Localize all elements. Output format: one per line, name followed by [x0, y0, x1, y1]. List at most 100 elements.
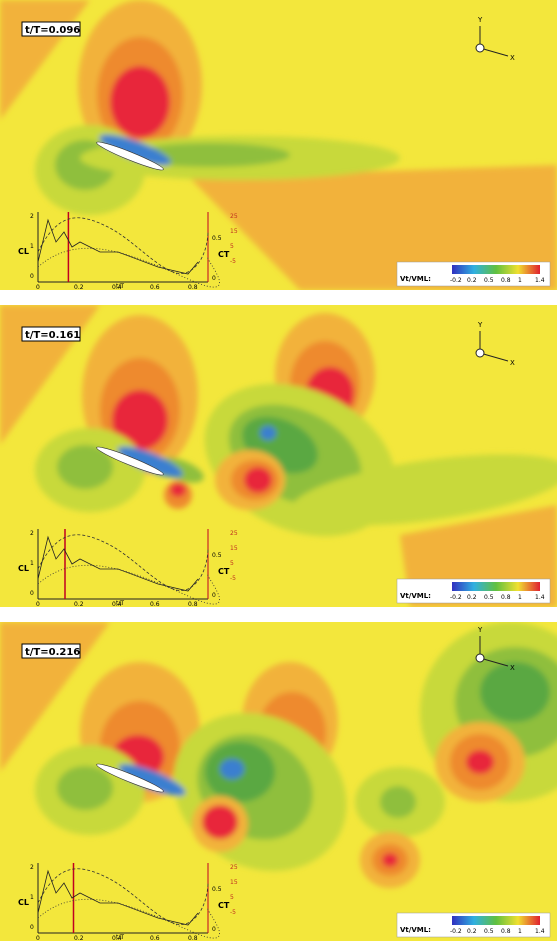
- contour: [202, 805, 238, 839]
- inset-tick: 0.8: [188, 935, 198, 941]
- inset-tick: 2: [30, 530, 34, 537]
- inset-tick: 0.8: [188, 284, 198, 290]
- inset-tick: -5: [230, 909, 236, 916]
- colorbar-tick: 0.2: [467, 277, 477, 284]
- inset-tick: 0.6: [150, 284, 160, 290]
- inset-tick: -5: [230, 575, 236, 582]
- inset-tick: 2: [30, 213, 34, 220]
- flow-field: t/T=0.161YXCLCTt/T01200.20.40.60.800.525…: [0, 305, 557, 607]
- colorbar-label: Vt/VML:: [400, 275, 431, 283]
- contour: [110, 66, 170, 138]
- colorbar-tick: -0.2: [450, 928, 462, 935]
- colorbar-tick: 1: [518, 594, 522, 601]
- colorbar: [452, 582, 540, 591]
- inset-tick: 0: [30, 590, 34, 597]
- time-label: t/T=0.161: [25, 330, 80, 341]
- colorbar-tick: 0.5: [484, 594, 494, 601]
- contour: [57, 766, 113, 810]
- inset-axis-label: CT: [218, 901, 230, 910]
- inset-tick: 25: [230, 213, 238, 220]
- inset-tick: 0.2: [74, 935, 84, 941]
- inset-tick: 0.8: [188, 601, 198, 607]
- colorbar-tick: 0.8: [501, 277, 511, 284]
- colorbar-label: Vt/VML:: [400, 592, 431, 600]
- inset-tick: 1: [30, 243, 34, 250]
- inset-axis-label: CL: [18, 247, 29, 256]
- inset-tick: -5: [230, 258, 236, 265]
- page: t/T=0.096YXCLCTt/T01200.20.40.60.800.525…: [0, 0, 557, 941]
- axis-label: X: [510, 359, 515, 367]
- inset-tick: 0: [36, 284, 40, 290]
- contour: [480, 662, 550, 722]
- colorbar: [452, 265, 540, 274]
- inset-tick: 15: [230, 545, 238, 552]
- inset-tick: 0.5: [212, 886, 222, 893]
- inset-axis-label: CL: [18, 898, 29, 907]
- axis-label: Y: [477, 626, 483, 634]
- inset-tick: 0.2: [74, 284, 84, 290]
- inset-tick: 25: [230, 530, 238, 537]
- colorbar-tick: 1.4: [535, 928, 545, 935]
- inset-tick: 0.5: [212, 552, 222, 559]
- contour: [380, 786, 416, 818]
- colorbar-tick: 0.8: [501, 928, 511, 935]
- axis-label: Y: [477, 321, 483, 329]
- contour: [244, 467, 272, 493]
- colorbar-label: Vt/VML:: [400, 926, 431, 934]
- inset-tick: 25: [230, 864, 238, 871]
- colorbar-tick: -0.2: [450, 277, 462, 284]
- inset-tick: 0: [36, 935, 40, 941]
- inset-tick: 0.4: [112, 601, 122, 607]
- colorbar-tick: 1.4: [535, 277, 545, 284]
- contour: [220, 759, 244, 779]
- inset-tick: 5: [230, 560, 234, 567]
- inset-tick: 15: [230, 228, 238, 235]
- inset-tick: 2: [30, 864, 34, 871]
- inset-tick: 1: [30, 560, 34, 567]
- inset-tick: 0: [30, 924, 34, 931]
- inset-tick: 0.4: [112, 935, 122, 941]
- inset-tick: 0.2: [74, 601, 84, 607]
- inset-axis-label: CT: [218, 567, 230, 576]
- axis-origin: [476, 44, 484, 52]
- inset-tick: 1: [30, 894, 34, 901]
- inset-tick: 0: [30, 273, 34, 280]
- flow-panel: t/T=0.216YXCLCTt/T01200.20.40.60.800.525…: [0, 622, 557, 941]
- colorbar-tick: 0.8: [501, 594, 511, 601]
- inset-axis-label: CT: [218, 250, 230, 259]
- inset-tick: 0.6: [150, 601, 160, 607]
- time-label: t/T=0.216: [25, 647, 80, 658]
- colorbar-tick: 0.2: [467, 594, 477, 601]
- inset-tick: 5: [230, 243, 234, 250]
- colorbar: [452, 916, 540, 925]
- colorbar-tick: -0.2: [450, 594, 462, 601]
- inset-tick: 0.6: [150, 935, 160, 941]
- inset-tick: 0: [212, 592, 216, 599]
- axis-label: Y: [477, 16, 483, 24]
- inset-tick: 0: [212, 926, 216, 933]
- inset-tick: 0.4: [112, 284, 122, 290]
- inset-tick: 15: [230, 879, 238, 886]
- axis-label: X: [510, 54, 515, 62]
- colorbar-tick: 0.2: [467, 928, 477, 935]
- contour: [466, 750, 494, 774]
- contour: [260, 426, 276, 440]
- colorbar-tick: 0.5: [484, 928, 494, 935]
- contour: [382, 853, 398, 867]
- colorbar-tick: 1: [518, 928, 522, 935]
- axis-origin: [476, 654, 484, 662]
- contour: [170, 483, 186, 497]
- inset-tick: 0: [212, 275, 216, 282]
- inset-axis-label: CL: [18, 564, 29, 573]
- colorbar-tick: 1: [518, 277, 522, 284]
- colorbar-tick: 0.5: [484, 277, 494, 284]
- colorbar-tick: 1.4: [535, 594, 545, 601]
- inset-tick: 5: [230, 894, 234, 901]
- axis-label: X: [510, 664, 515, 672]
- inset-tick: 0.5: [212, 235, 222, 242]
- axis-origin: [476, 349, 484, 357]
